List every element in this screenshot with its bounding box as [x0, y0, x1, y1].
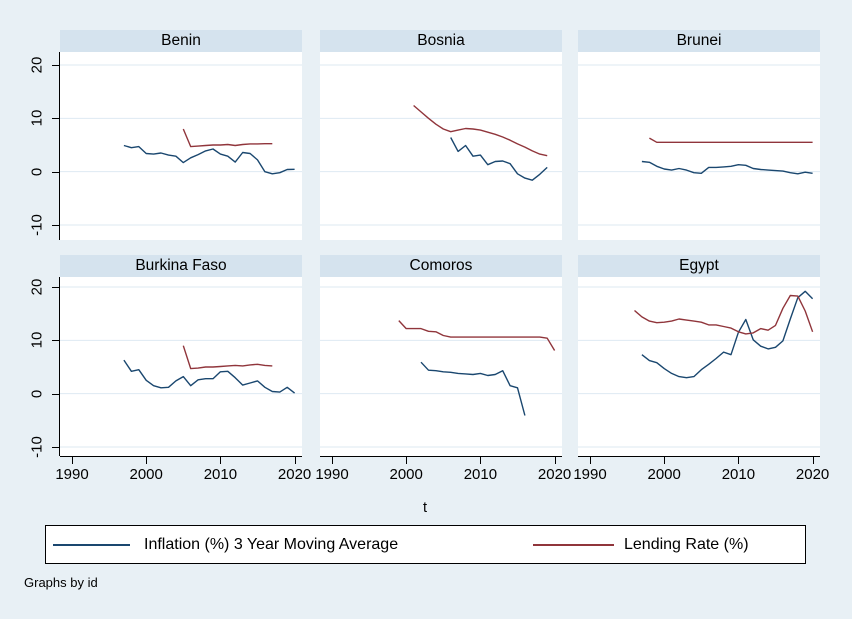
y-tick [52, 393, 59, 395]
y-tick [52, 340, 59, 342]
lending-rate-line [182, 128, 273, 148]
lending-rate-line [398, 320, 556, 351]
plot-area [320, 52, 562, 240]
x-tick [72, 456, 73, 464]
x-tick [812, 456, 814, 464]
y-tick [52, 171, 59, 173]
x-axis-title: t [422, 500, 428, 516]
lending-rate-line [413, 104, 548, 157]
y-tick [52, 65, 59, 66]
inflation-line [420, 361, 526, 416]
y-axis-line [59, 52, 60, 240]
lending-rate-line [634, 294, 814, 335]
x-tick-label: 1990 [315, 466, 349, 483]
x-tick [590, 456, 591, 464]
y-tick [52, 447, 59, 448]
legend: Inflation (%) 3 Year Moving Average Lend… [45, 525, 806, 564]
plot-area [578, 52, 820, 240]
panel-title: Burkina Faso [60, 255, 302, 277]
x-tick [554, 456, 556, 464]
inflation-line [123, 144, 295, 175]
y-tick-label: 20 [28, 278, 46, 296]
lending-rate-line [649, 137, 813, 144]
x-tick-label: 2020 [795, 466, 830, 483]
x-axis-line [60, 456, 302, 457]
x-tick [332, 456, 333, 464]
lending-rate-legend-label: Lending Rate (%) [624, 535, 749, 553]
plot-area [60, 52, 302, 240]
x-axis-line [320, 456, 562, 457]
x-tick-label: 2020 [537, 466, 572, 483]
x-tick [220, 456, 222, 464]
x-tick [146, 456, 148, 464]
panel-title: Brunei [578, 30, 820, 52]
y-tick-label: -10 [28, 214, 46, 236]
plot-area [60, 277, 302, 456]
y-tick [52, 118, 59, 120]
y-tick-label: 20 [28, 56, 46, 74]
x-tick-label: 2010 [721, 466, 756, 483]
x-tick-label: 1990 [55, 466, 89, 483]
y-tick-label: 0 [28, 167, 46, 176]
inflation-line [123, 359, 296, 394]
x-axis-line [578, 456, 820, 457]
y-tick-label: 10 [28, 331, 46, 349]
inflation-line [641, 290, 814, 379]
x-tick [294, 456, 296, 464]
x-tick-label: 2000 [389, 466, 423, 483]
x-tick-label: 2000 [647, 466, 681, 483]
graphs-by-note: Graphs by id [24, 575, 98, 590]
lending-rate-line [182, 345, 273, 370]
inflation-legend-line [53, 544, 130, 546]
panel-title: Comoros [320, 255, 562, 277]
x-tick [406, 456, 408, 464]
y-tick [52, 225, 59, 226]
x-tick-label: 2010 [203, 466, 238, 483]
inflation-line [450, 137, 548, 181]
x-tick [664, 456, 666, 464]
plot-area [578, 277, 820, 456]
y-tick [52, 287, 59, 288]
x-tick [480, 456, 482, 464]
lending-rate-legend-line [533, 544, 614, 546]
plot-area [320, 277, 562, 456]
panel-title: Egypt [578, 255, 820, 277]
inflation-legend-label: Inflation (%) 3 Year Moving Average [144, 535, 399, 553]
x-tick [738, 456, 740, 464]
y-tick-label: 0 [28, 389, 46, 398]
x-tick-label: 2020 [277, 466, 312, 483]
panel-title: Bosnia [320, 30, 562, 52]
y-axis-line [59, 277, 60, 456]
panel-title: Benin [60, 30, 302, 52]
y-tick-label: 10 [28, 109, 46, 127]
x-tick-label: 1990 [573, 466, 607, 483]
x-tick-label: 2000 [129, 466, 163, 483]
x-tick-label: 2010 [463, 466, 498, 483]
y-tick-label: -10 [28, 436, 46, 458]
inflation-line [641, 160, 813, 175]
